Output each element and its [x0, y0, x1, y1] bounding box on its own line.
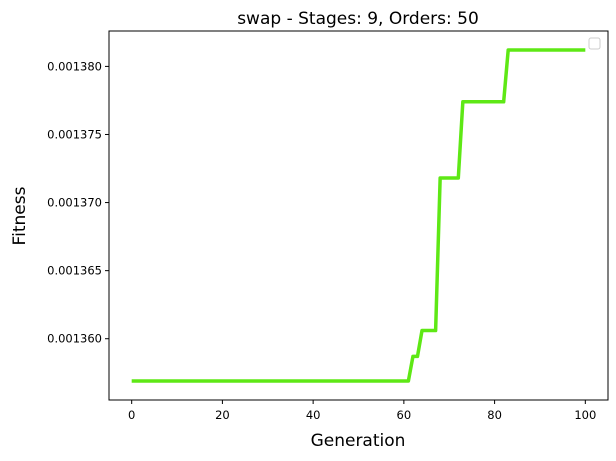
x-tick-label: 20 — [215, 408, 230, 422]
x-tick-label: 0 — [128, 408, 135, 422]
y-tick-label: 0.001375 — [47, 127, 102, 141]
y-axis-label: Fitness — [10, 186, 30, 245]
x-axis-label: Generation — [311, 431, 406, 451]
y-axis: 0.001360 0.001365 0.001370 0.001375 0.001380 — [47, 59, 109, 346]
series-line — [131, 48, 586, 383]
plot-area — [131, 48, 586, 383]
x-axis: 0 20 40 60 80 100 — [128, 400, 596, 422]
y-tick-label: 0.001370 — [47, 196, 102, 210]
y-tick-label: 0.001360 — [47, 332, 102, 346]
legend-box — [588, 37, 601, 50]
chart-title: swap - Stages: 9, Orders: 50 — [237, 9, 479, 29]
axes-frame — [108, 30, 609, 401]
y-tick-label: 0.001365 — [47, 264, 102, 278]
x-tick-label: 80 — [487, 408, 502, 422]
y-tick-label: 0.001380 — [47, 59, 102, 73]
x-tick-label: 40 — [306, 408, 321, 422]
x-tick-label: 60 — [397, 408, 412, 422]
x-tick-label: 100 — [574, 408, 596, 422]
